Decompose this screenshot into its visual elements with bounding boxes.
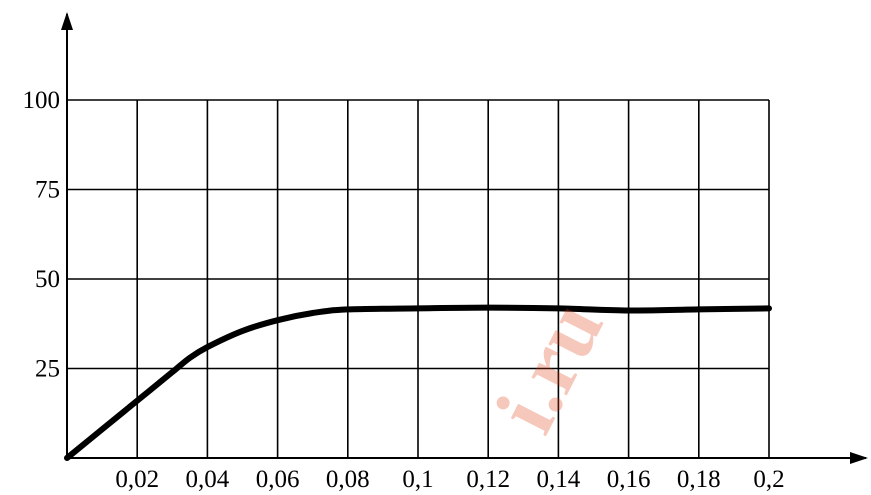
y-tick-label: 25 bbox=[35, 356, 60, 383]
y-tick-label: 75 bbox=[35, 177, 60, 204]
y-tick-label: 50 bbox=[35, 266, 60, 293]
x-tick-label: 0,2 bbox=[753, 466, 784, 493]
x-tick-label: 0,08 bbox=[326, 466, 370, 493]
axes bbox=[61, 12, 868, 464]
series-line bbox=[64, 304, 772, 461]
series bbox=[64, 304, 772, 461]
tick-labels: 0,02 0,04 0,06 0,08 0,1 0,12 0,14 0,16 0,18 0,2 25… bbox=[23, 87, 785, 493]
grid bbox=[67, 99, 770, 458]
x-axis-arrow bbox=[850, 452, 868, 464]
x-tick-label: 0,14 bbox=[537, 466, 581, 493]
x-tick-label: 0,12 bbox=[466, 466, 510, 493]
x-tick-label: 0,16 bbox=[607, 466, 651, 493]
y-axis-arrow bbox=[61, 12, 73, 30]
y-tick-label: 100 bbox=[23, 87, 61, 114]
x-tick-label: 0,1 bbox=[402, 466, 433, 493]
x-tick-label: 0,02 bbox=[115, 466, 159, 493]
x-tick-label: 0,06 bbox=[256, 466, 300, 493]
x-tick-label: 0,18 bbox=[677, 466, 721, 493]
x-tick-label: 0,04 bbox=[186, 466, 230, 493]
